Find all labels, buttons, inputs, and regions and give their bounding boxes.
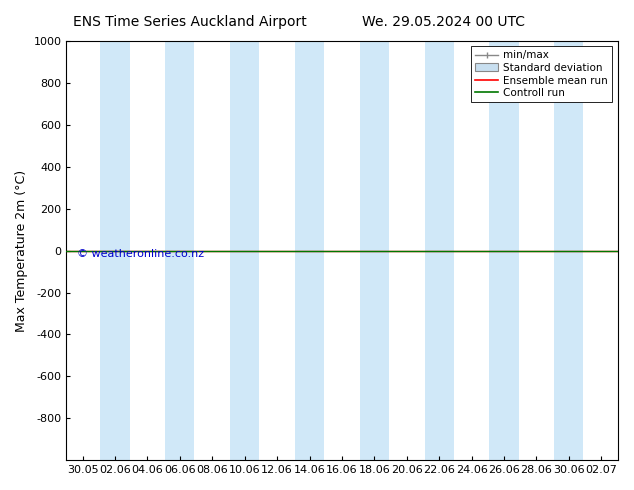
Text: © weatheronline.co.nz: © weatheronline.co.nz (77, 249, 205, 259)
Bar (230, 41, 259, 460)
Y-axis label: Max Temperature 2m (°C): Max Temperature 2m (°C) (15, 170, 28, 332)
Bar (165, 41, 195, 460)
Legend: min/max, Standard deviation, Ensemble mean run, Controll run: min/max, Standard deviation, Ensemble me… (471, 46, 612, 102)
Bar (554, 41, 583, 460)
Bar (295, 41, 324, 460)
Bar (359, 41, 389, 460)
Bar (489, 41, 519, 460)
Bar (100, 41, 129, 460)
Text: ENS Time Series Auckland Airport: ENS Time Series Auckland Airport (74, 15, 307, 29)
Text: We. 29.05.2024 00 UTC: We. 29.05.2024 00 UTC (362, 15, 526, 29)
Bar (425, 41, 454, 460)
